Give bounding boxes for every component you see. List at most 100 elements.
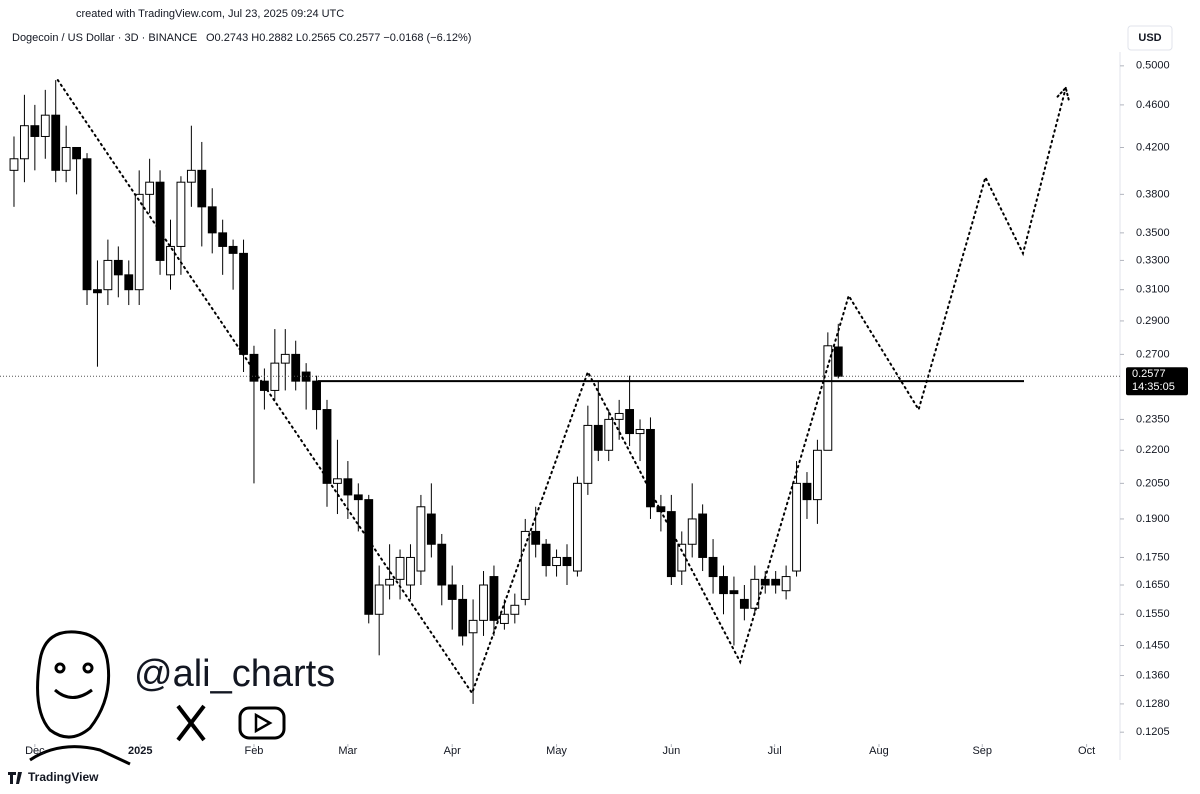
y-tick-label: 0.3300	[1136, 254, 1170, 266]
x-tick-label: Jul	[768, 745, 782, 757]
created-note: created with TradingView.com, Jul 23, 20…	[76, 8, 344, 20]
candle-body	[176, 181, 186, 247]
candle-body	[406, 556, 415, 586]
candle-body	[30, 125, 40, 137]
y-tick-label: 0.1360	[1136, 669, 1170, 681]
candle-body	[239, 252, 248, 355]
candle-body	[447, 584, 457, 600]
x-tick-label: Feb	[244, 745, 263, 757]
candle-body	[51, 114, 61, 171]
candle-body	[750, 578, 760, 609]
candle-body	[562, 556, 572, 567]
candle-body	[207, 206, 217, 234]
candle-body	[489, 576, 499, 621]
candle-body	[583, 424, 593, 484]
candle-body	[395, 556, 405, 580]
x-tick-label: Dec	[25, 745, 45, 757]
price-tag	[1126, 367, 1188, 396]
candle-body	[468, 619, 478, 634]
y-tick-label: 0.1280	[1136, 698, 1170, 710]
candle-body	[739, 598, 749, 609]
candle-body	[426, 513, 436, 545]
candle-body	[677, 543, 687, 572]
candle-body	[833, 346, 843, 377]
candle-body	[666, 511, 676, 578]
candle-body	[333, 478, 342, 484]
candle-body	[573, 482, 582, 572]
y-tick-label: 0.3800	[1136, 188, 1170, 200]
candle-body	[687, 518, 697, 545]
candle-body	[134, 193, 144, 291]
candle-body	[113, 259, 123, 276]
candle-body	[103, 259, 113, 291]
x-tick-label: 2025	[128, 745, 152, 757]
candle-body	[353, 494, 363, 501]
y-tick-label: 0.1750	[1136, 551, 1170, 563]
y-tick-label: 0.1550	[1136, 608, 1170, 620]
y-tick-label: 0.1205	[1136, 726, 1170, 738]
candle-body	[322, 409, 332, 484]
candles	[9, 80, 843, 704]
candle-body	[708, 556, 718, 578]
x-tick-label: Oct	[1078, 745, 1095, 757]
y-tick-label: 0.1650	[1136, 579, 1170, 591]
candle-body	[823, 345, 833, 451]
candle-body	[646, 428, 655, 508]
x-tick-label: Mar	[338, 745, 357, 757]
candle-body	[635, 428, 645, 435]
candle-body	[218, 232, 228, 247]
candle-body	[479, 584, 488, 621]
candle-body	[374, 584, 384, 615]
y-tick-label: 0.1450	[1136, 639, 1170, 651]
y-tick-label: 0.2900	[1136, 315, 1170, 327]
candle-body	[186, 169, 196, 183]
candle-body	[228, 245, 238, 254]
y-tick-label: 0.4200	[1136, 141, 1170, 153]
brand-logo: TradingView	[28, 770, 99, 784]
x-tick-label: Apr	[444, 745, 461, 757]
candle-body	[792, 482, 801, 572]
candle-body	[197, 169, 207, 208]
projection-arrowhead	[1056, 85, 1070, 101]
candle-body	[166, 245, 175, 276]
candle-body	[541, 543, 551, 567]
candle-body	[531, 530, 541, 545]
symbol-title: Dogecoin / US Dollar · 3D · BINANCE	[12, 32, 197, 44]
y-tick-label: 0.3500	[1136, 227, 1170, 239]
candle-body	[604, 418, 614, 451]
x-tick-label: Sep	[972, 745, 992, 757]
candle-body	[593, 424, 603, 451]
candle-body	[520, 530, 530, 600]
candle-body	[364, 499, 374, 615]
ohlc-legend: O0.2743 H0.2882 L0.2565 C0.2577 −0.0168 …	[206, 32, 471, 44]
y-tick-label: 0.3100	[1136, 284, 1170, 296]
candle-body	[510, 604, 520, 615]
candle-body	[698, 513, 708, 558]
x-tick-label: Jun	[662, 745, 680, 757]
y-tick-label: 0.4600	[1136, 99, 1170, 111]
currency[interactable]: USD	[1138, 32, 1161, 44]
candle-body	[614, 412, 624, 420]
y-tick-label: 0.2350	[1136, 413, 1170, 425]
candle-body	[20, 125, 29, 160]
candle-body	[552, 556, 561, 567]
y-tick-label: 0.2050	[1136, 477, 1170, 489]
currency-box[interactable]	[1127, 25, 1173, 51]
candle-body	[729, 590, 739, 595]
candle-body	[61, 146, 71, 171]
candle-body	[280, 353, 290, 364]
y-tick-label: 0.2700	[1136, 348, 1170, 360]
candle-body	[93, 289, 102, 294]
candle-body	[416, 506, 426, 572]
brand-icon	[8, 772, 22, 784]
projection-path	[56, 79, 1067, 696]
y-tick-label: 0.2200	[1136, 444, 1170, 456]
candle-body	[270, 362, 280, 391]
watermark-handle: @ali_charts	[134, 653, 335, 695]
candle-body	[343, 478, 353, 496]
candle-body	[771, 578, 781, 586]
candle-body	[719, 576, 728, 595]
candle-body	[458, 598, 468, 637]
